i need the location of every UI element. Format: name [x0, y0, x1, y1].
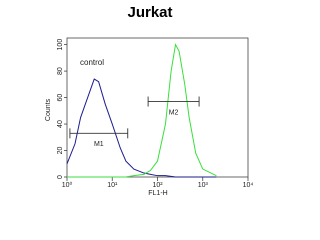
- x-tick-label: 10³: [198, 182, 209, 189]
- y-tick-label: 20: [57, 147, 64, 155]
- y-tick-label: 100: [57, 39, 64, 51]
- chart-title: Jurkat: [127, 4, 172, 21]
- chart: Jurkat control FL1-H Counts 0 20 40 60 80 100…: [45, 4, 254, 197]
- x-tick-label: 10²: [152, 182, 163, 189]
- x-tick-label: 10⁴: [243, 182, 254, 189]
- x-axis-label: FL1-H: [148, 190, 167, 197]
- line: [66, 78, 217, 178]
- gate-label: M1: [94, 141, 104, 148]
- x-tick-label: 10⁰: [62, 181, 73, 189]
- y-tick-label: 60: [57, 94, 64, 102]
- annotation: control: [80, 58, 104, 67]
- y-tick-label: 40: [57, 120, 64, 128]
- gate-label: M2: [169, 109, 179, 116]
- y-tick-label: 0: [57, 175, 64, 179]
- x-tick-label: 10¹: [107, 182, 118, 189]
- y-axis-label: Counts: [45, 98, 52, 121]
- line: [67, 43, 217, 178]
- y-tick-label: 80: [57, 67, 64, 75]
